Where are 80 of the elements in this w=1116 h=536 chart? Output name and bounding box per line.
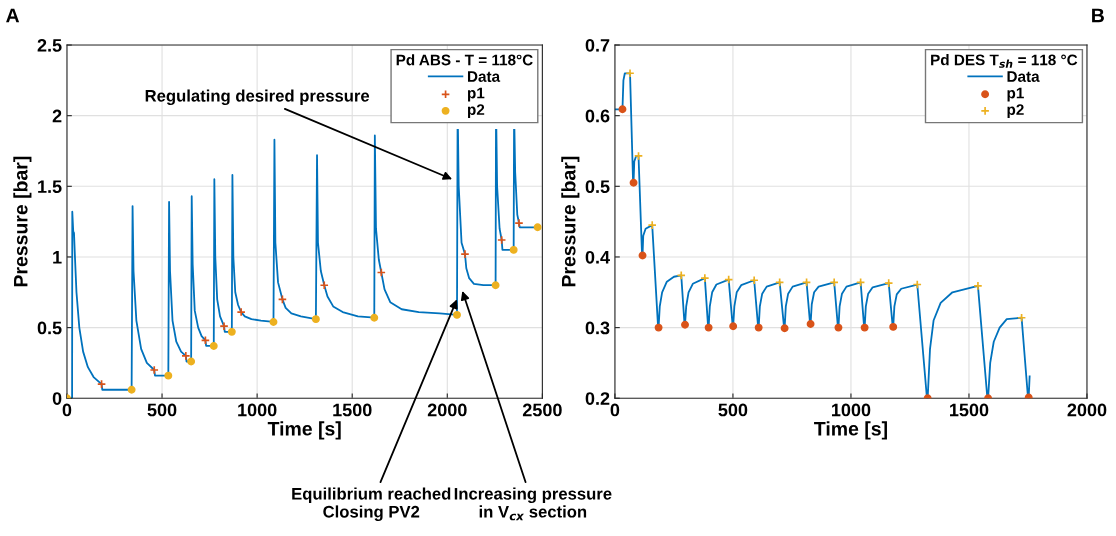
point — [629, 178, 638, 187]
y-tick-label: 0.4 — [585, 250, 610, 264]
point — [269, 317, 278, 326]
point — [319, 280, 329, 290]
legend-label: p2 — [467, 104, 485, 119]
x-tick-label: 1000 — [238, 403, 277, 417]
point — [676, 270, 686, 280]
point — [149, 365, 159, 375]
legend-label: Data — [1007, 71, 1040, 82]
x-tick-label: 2000 — [427, 403, 467, 417]
y-tick-label: 2 — [52, 109, 62, 123]
point — [219, 321, 229, 331]
point — [127, 385, 136, 394]
legend-label: p2 — [1007, 104, 1024, 119]
x-tick-label: 0 — [62, 403, 72, 417]
x-tick-label: 1000 — [832, 403, 871, 417]
point — [453, 310, 461, 319]
chart-title: A — [6, 8, 20, 23]
y-tick-label: 1.5 — [38, 180, 62, 194]
point — [164, 371, 173, 380]
chart-title: B — [1092, 8, 1104, 23]
point — [509, 245, 518, 254]
x-tick-label: 2500 — [522, 403, 562, 417]
x-axis-title: Time [s] — [814, 421, 887, 440]
y-tick-label: 0.7 — [585, 38, 610, 52]
point — [889, 322, 898, 331]
point — [700, 273, 710, 283]
point — [749, 275, 759, 285]
point — [311, 315, 320, 324]
point — [860, 323, 869, 332]
point — [704, 323, 713, 332]
point — [209, 342, 218, 350]
point — [884, 278, 894, 288]
x-tick-label: 1500 — [950, 403, 989, 417]
annotation: Equilibrium reached Closing PV2 — [292, 487, 451, 521]
point — [647, 220, 657, 230]
legend-label: p1 — [1007, 87, 1024, 102]
y-tick-label: 0.3 — [585, 321, 610, 335]
y-tick-label: 0 — [52, 392, 62, 405]
point — [187, 357, 196, 366]
y-axis-title: Pressure [bar] — [561, 156, 580, 287]
y-tick-label: 0.5 — [585, 180, 610, 194]
y-tick-label: 0.2 — [585, 392, 610, 405]
y-tick-label: 0.6 — [585, 109, 610, 123]
y-tick-label: 2.5 — [37, 38, 62, 52]
point — [460, 249, 470, 259]
y-tick-label: 0.5 — [37, 321, 62, 335]
point — [754, 323, 763, 332]
legend-title: Pd DES T$_{sh}$ = 118 °C — [931, 54, 1078, 68]
x-axis-title: Time [s] — [267, 421, 341, 440]
point — [497, 235, 507, 245]
point — [625, 68, 635, 78]
legend-title: Pd ABS - T = 118°C — [396, 54, 533, 66]
point — [236, 307, 246, 317]
x-tick-label: 2000 — [1067, 403, 1107, 417]
point — [681, 320, 689, 329]
y-axis-title: Pressure [bar] — [13, 156, 32, 287]
point — [729, 322, 738, 331]
x-tick-label: 1500 — [333, 403, 372, 417]
x-tick-label: 500 — [147, 403, 177, 417]
legend-label: Data — [467, 71, 501, 82]
point — [973, 281, 983, 291]
point — [806, 320, 815, 329]
point — [533, 223, 542, 232]
y-tick-label: 1 — [53, 251, 62, 264]
point — [181, 351, 191, 361]
x-tick-label: 0 — [610, 403, 620, 417]
point — [370, 313, 379, 322]
point — [514, 218, 524, 228]
point — [491, 281, 500, 290]
legend-label: p1 — [467, 87, 485, 102]
point — [618, 105, 627, 114]
point — [780, 324, 789, 333]
annotation: Increasing pressure in V$_{cx}$ section — [454, 487, 612, 521]
point — [638, 251, 647, 260]
x-tick-label: 500 — [718, 403, 748, 417]
point — [654, 323, 663, 332]
point — [834, 323, 843, 332]
point — [227, 327, 236, 336]
annotation: Regulating desired pressure — [145, 89, 370, 106]
